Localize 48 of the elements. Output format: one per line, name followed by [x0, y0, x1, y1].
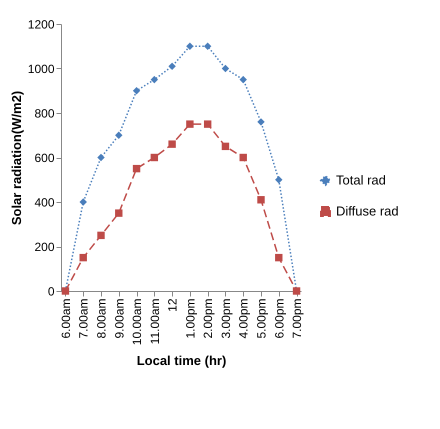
point: [204, 120, 212, 128]
x-tick-label: 2.00pm: [201, 298, 216, 339]
point: [168, 140, 176, 148]
x-tick-label: 7.00pm: [290, 298, 304, 339]
point: [275, 254, 282, 262]
y-axis-title: Solar radiation(W/m2): [8, 90, 24, 226]
x-tick-label: 12: [166, 298, 180, 312]
y-tick-label: 800: [34, 106, 55, 120]
point: [115, 209, 122, 217]
point: [275, 176, 282, 184]
point: [240, 154, 247, 162]
x-tick-label: 6.00am: [58, 298, 73, 339]
x-tick-label: 9.00am: [112, 298, 126, 339]
y-tick-label: 1000: [28, 62, 55, 76]
point: [168, 62, 176, 70]
x-tick-label: 10.00am: [130, 298, 144, 346]
point: [150, 76, 158, 84]
point: [204, 42, 212, 50]
y-tick-label: 0: [48, 284, 55, 298]
y-tick-label: 600: [34, 151, 55, 165]
point: [240, 76, 247, 84]
point: [132, 87, 140, 94]
x-tick-label: 8.00am: [94, 298, 108, 339]
point: [186, 120, 194, 128]
point: [222, 64, 230, 72]
point: [115, 132, 122, 139]
point: [186, 42, 194, 50]
point: [97, 232, 105, 240]
x-tick-label: 7.00am: [76, 298, 91, 339]
x-tick-label: 11.00am: [148, 298, 162, 344]
point: [97, 154, 105, 162]
x-tick-label: 1.00pm: [183, 298, 198, 339]
x-tick-label: 5.00pm: [254, 298, 268, 339]
legend-label: Diffuse rad: [336, 204, 399, 218]
y-tick-label: 400: [34, 196, 55, 210]
point: [257, 196, 265, 204]
point: [257, 118, 265, 126]
point: [80, 254, 87, 262]
y-tick-label: 1200: [28, 18, 55, 32]
x-tick-label: 3.00pm: [218, 298, 233, 339]
point: [150, 154, 158, 162]
x-axis-title: Local time (hr): [136, 353, 226, 368]
x-tick-label: 6.00pm: [272, 298, 286, 339]
x-tick-label: 4.00pm: [236, 298, 251, 339]
point: [222, 142, 230, 150]
y-tick-label: 200: [34, 240, 55, 254]
point: [132, 164, 140, 172]
legend-label: Total rad: [336, 172, 386, 188]
